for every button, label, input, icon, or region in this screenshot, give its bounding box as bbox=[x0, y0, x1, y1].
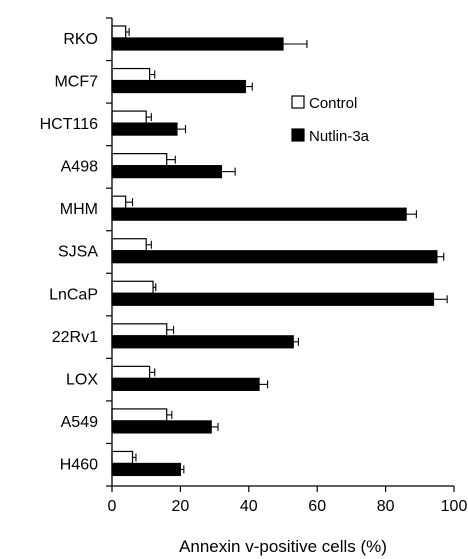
x-ticks: 0 20 40 60 80 100 bbox=[108, 486, 468, 515]
control-bar-4 bbox=[111, 195, 127, 209]
x-tick-label-3: 60 bbox=[308, 498, 326, 515]
x-tick-label-5: 100 bbox=[441, 498, 468, 515]
error-bars-layer bbox=[125, 28, 448, 474]
nutlin-bar-8 bbox=[111, 377, 260, 391]
control-bar-9 bbox=[111, 408, 168, 422]
legend: Control Nutlin-3a bbox=[291, 95, 370, 145]
category-label-0: RKO bbox=[63, 31, 98, 48]
nutlin-bar-1 bbox=[111, 79, 246, 94]
nutlin-bar-3 bbox=[111, 165, 223, 179]
x-axis-title: Annexin v-positive cells (%) bbox=[179, 537, 387, 556]
legend-label-nutlin: Nutlin-3a bbox=[309, 128, 370, 145]
legend-label-control: Control bbox=[309, 95, 357, 112]
nutlin-bar-2 bbox=[111, 122, 178, 136]
control-bar-2 bbox=[111, 110, 147, 124]
control-bar-3 bbox=[111, 153, 168, 167]
control-bar-6 bbox=[111, 280, 154, 294]
category-label-3: A498 bbox=[61, 159, 98, 176]
category-label-10: H460 bbox=[60, 456, 98, 473]
legend-swatch-nutlin bbox=[291, 128, 305, 142]
legend-swatch-control bbox=[291, 95, 305, 109]
x-tick-label-4: 80 bbox=[377, 498, 395, 515]
nutlin-bar-5 bbox=[111, 250, 438, 264]
category-label-1: MCF7 bbox=[54, 74, 98, 91]
x-tick-label-1: 20 bbox=[172, 498, 190, 515]
control-bar-5 bbox=[111, 238, 147, 252]
category-label-9: A549 bbox=[61, 414, 98, 431]
category-labels: RKO MCF7 HCT116 A498 MHM SJSA LnCaP 22Rv1 LOX A54… bbox=[40, 31, 99, 473]
category-label-8: LOX bbox=[66, 371, 98, 388]
control-bar-1 bbox=[111, 67, 151, 82]
nutlin-bar-0 bbox=[111, 37, 284, 51]
category-label-7: 22Rv1 bbox=[52, 329, 98, 346]
nutlin-bar-9 bbox=[111, 420, 212, 434]
nutlin-bar-10 bbox=[111, 462, 182, 477]
y-ticks bbox=[106, 17, 112, 487]
x-tick-label-2: 40 bbox=[240, 498, 258, 515]
category-label-5: SJSA bbox=[58, 244, 98, 261]
bars-layer bbox=[111, 25, 438, 477]
control-bar-10 bbox=[111, 450, 134, 465]
x-tick-label-0: 0 bbox=[108, 498, 117, 515]
nutlin-bar-4 bbox=[111, 207, 407, 221]
nutlin-bar-7 bbox=[111, 335, 294, 349]
category-label-4: MHM bbox=[60, 201, 98, 218]
category-label-2: HCT116 bbox=[40, 116, 98, 133]
control-bar-7 bbox=[111, 323, 168, 337]
category-label-6: LnCaP bbox=[49, 286, 98, 303]
control-bar-0 bbox=[111, 25, 127, 39]
control-bar-8 bbox=[111, 365, 151, 379]
nutlin-bar-6 bbox=[111, 292, 435, 306]
